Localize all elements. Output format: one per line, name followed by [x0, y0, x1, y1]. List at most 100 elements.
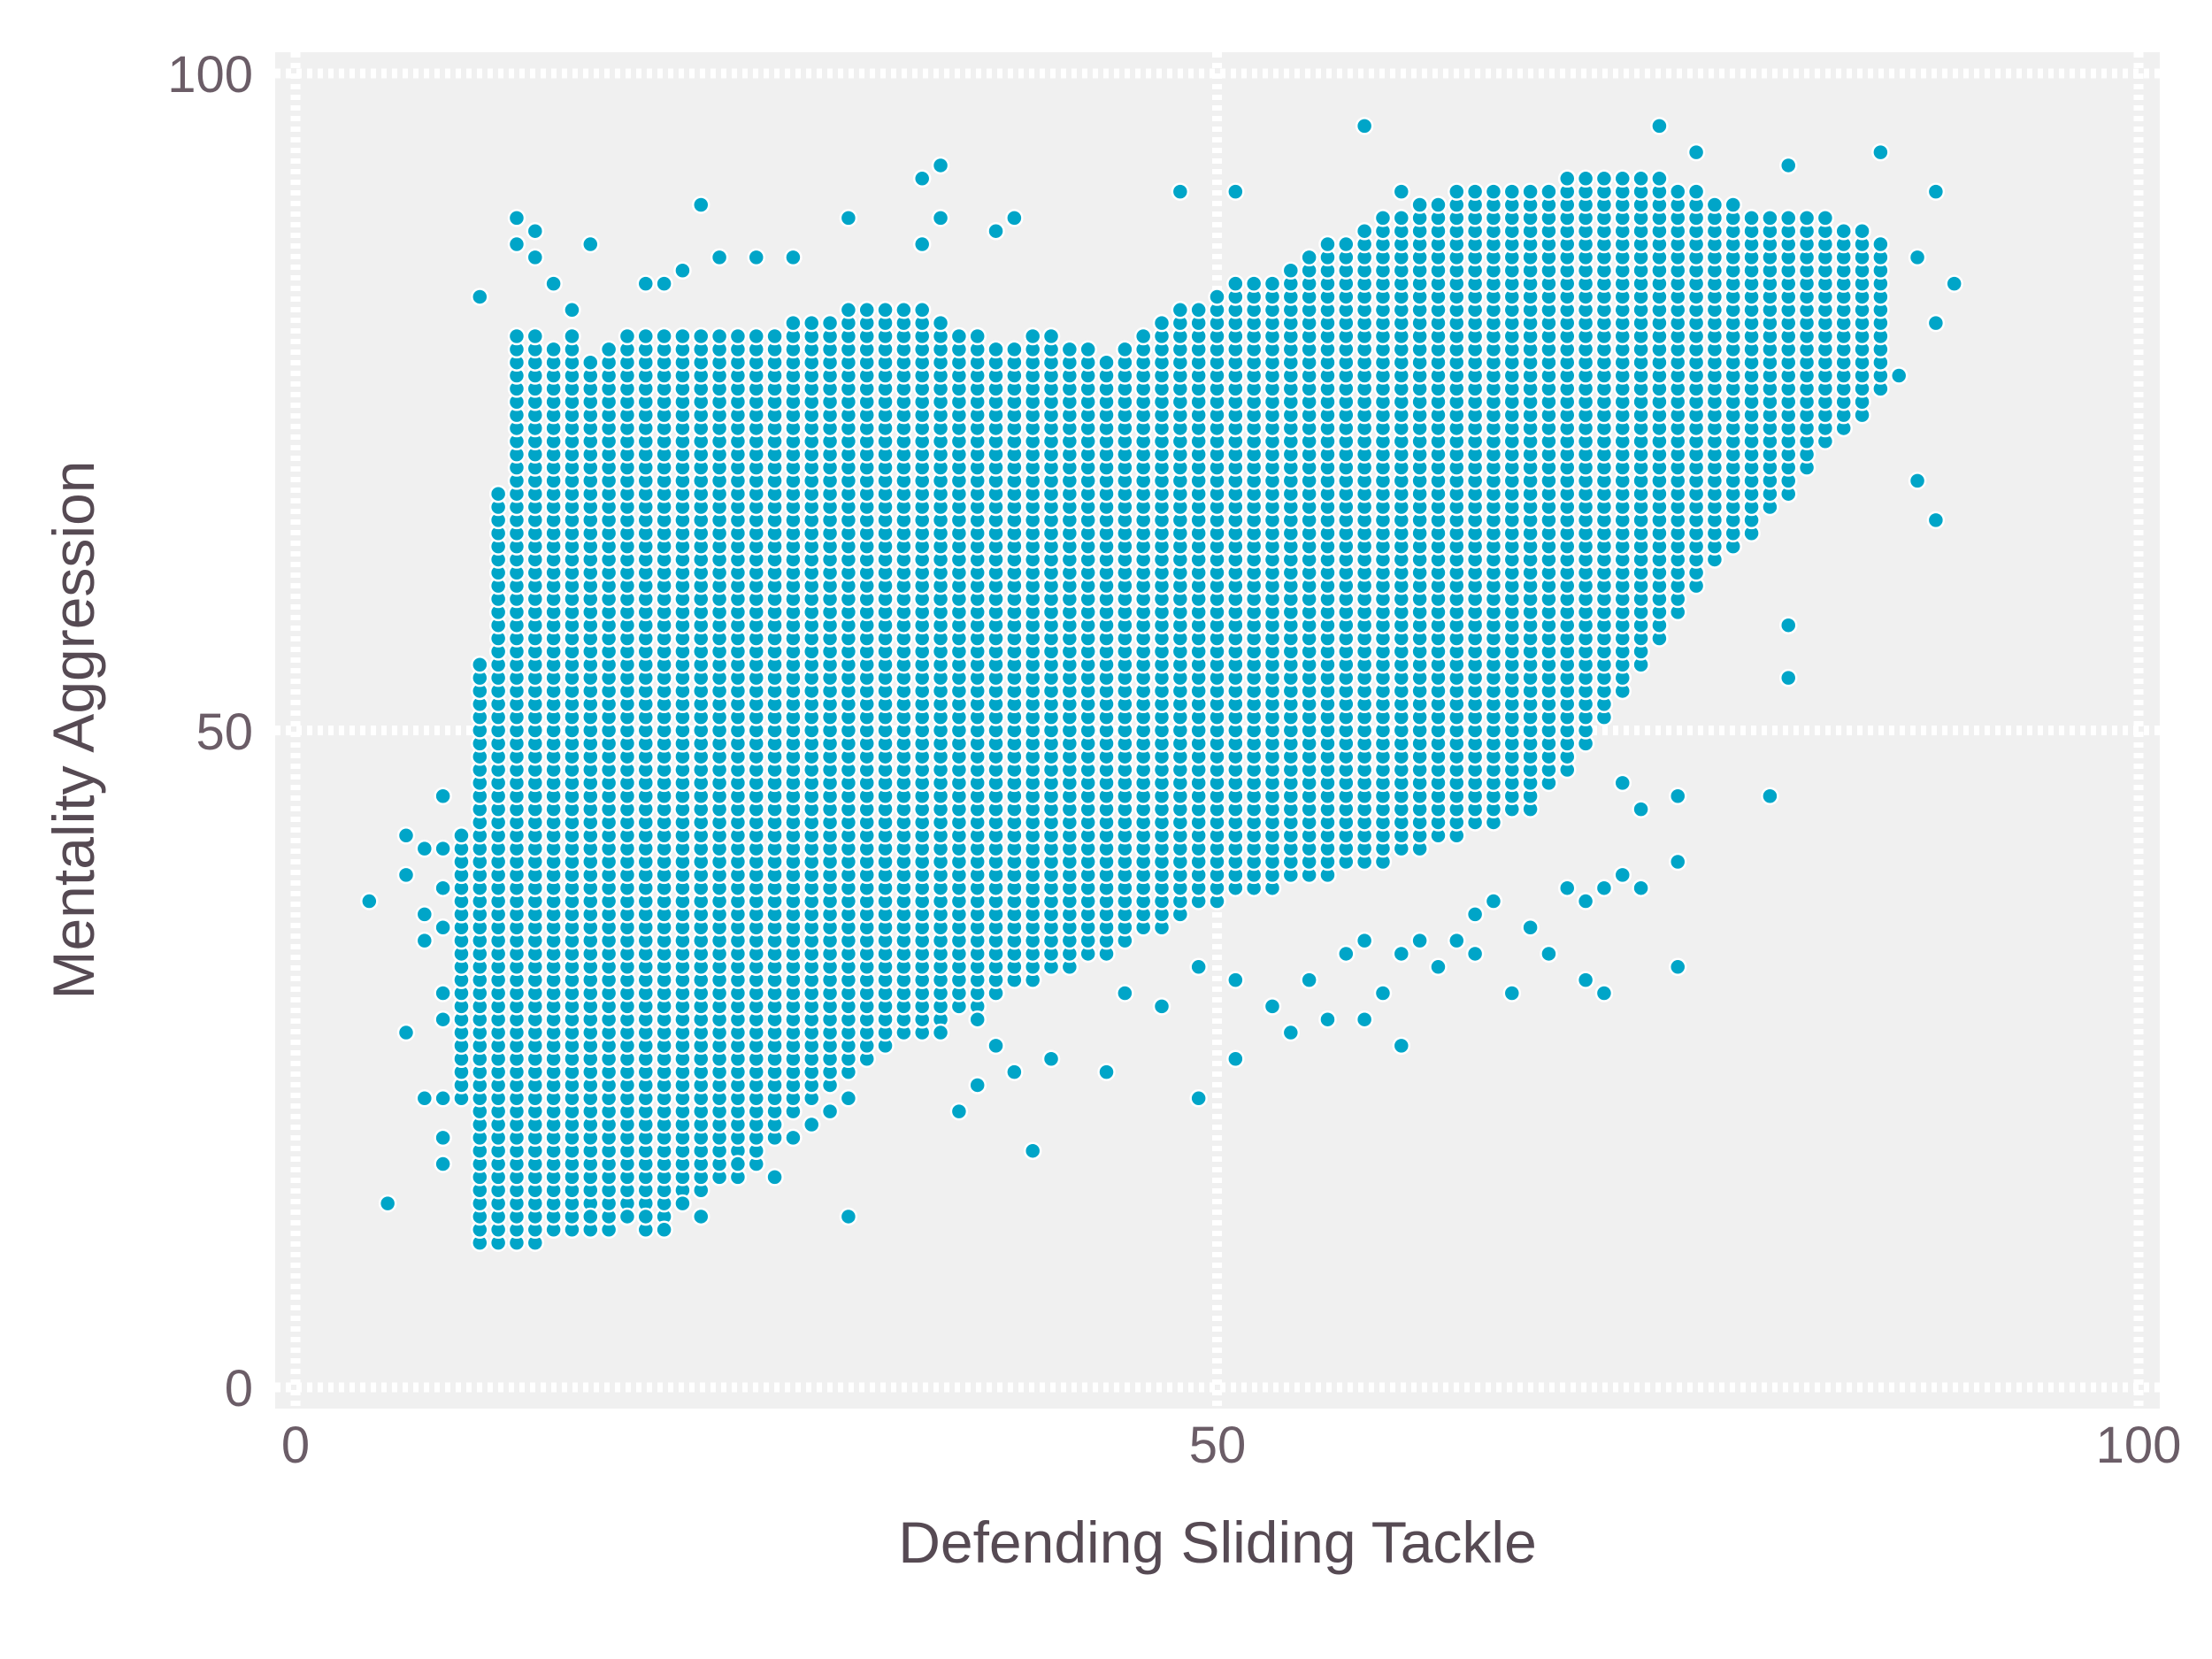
data-point: [1171, 301, 1190, 319]
data-point: [1613, 865, 1632, 885]
data-point: [1116, 340, 1134, 359]
data-point: [1761, 209, 1779, 227]
x-tick-label-50: 50: [1189, 1417, 1247, 1474]
data-point: [1281, 1023, 1301, 1042]
y-tick-label-50: 50: [196, 703, 253, 761]
data-point: [415, 905, 434, 924]
data-point: [1632, 800, 1650, 818]
data-point: [655, 1220, 673, 1240]
data-point: [1392, 944, 1411, 964]
data-point: [1171, 182, 1190, 201]
data-point: [544, 340, 563, 359]
data-point: [1189, 1089, 1208, 1108]
data-point: [396, 1023, 416, 1042]
data-point: [931, 1023, 950, 1042]
data-point: [1926, 182, 1946, 201]
data-point: [1079, 340, 1097, 359]
data-point: [1613, 773, 1632, 793]
data-point: [673, 261, 692, 280]
data-point: [1152, 313, 1171, 333]
data-point: [802, 313, 821, 333]
data-point: [1926, 511, 1946, 530]
x-tick-label-100: 100: [2096, 1417, 2182, 1474]
data-point: [968, 326, 987, 346]
data-point: [1778, 209, 1798, 227]
data-point: [1041, 1049, 1061, 1068]
data-point: [1392, 209, 1411, 227]
data-point: [1558, 169, 1577, 188]
data-point: [396, 865, 416, 885]
y-axis-title: Mentality Aggression: [41, 461, 106, 1000]
data-point: [784, 248, 803, 267]
data-point: [1060, 340, 1079, 359]
data-point: [488, 484, 508, 503]
data-point: [1023, 326, 1042, 346]
data-point: [434, 787, 452, 805]
data-point: [1945, 274, 1963, 293]
data-point: [1465, 905, 1485, 924]
data-point: [820, 1102, 840, 1121]
data-point: [1226, 182, 1245, 201]
data-point: [1540, 182, 1558, 201]
data-point: [1465, 182, 1485, 201]
data-point: [728, 1155, 748, 1173]
data-point: [415, 931, 434, 950]
data-point: [1558, 879, 1577, 897]
data-point: [1152, 997, 1171, 1016]
data-point: [1448, 931, 1466, 950]
data-point: [526, 248, 545, 267]
data-point: [1355, 931, 1374, 950]
data-point: [1041, 326, 1061, 346]
data-point: [673, 326, 692, 346]
data-point: [1429, 957, 1448, 977]
data-point: [1834, 221, 1853, 241]
data-point: [378, 1194, 397, 1213]
data-point: [1576, 971, 1595, 989]
data-point: [1244, 274, 1263, 293]
y-tick-label-0: 0: [225, 1360, 253, 1417]
data-point: [949, 326, 969, 346]
data-point: [1669, 852, 1687, 872]
data-point: [1484, 182, 1503, 201]
data-point: [1300, 971, 1318, 989]
data-point: [1097, 1063, 1116, 1081]
data-point: [1613, 169, 1632, 188]
data-point: [452, 826, 471, 845]
data-point: [1465, 944, 1485, 964]
data-point: [1373, 209, 1393, 227]
data-point: [581, 353, 600, 372]
data-point: [949, 1102, 969, 1121]
data-point: [747, 248, 765, 267]
data-point: [1742, 209, 1761, 227]
data-point: [360, 892, 379, 910]
data-point: [1005, 340, 1024, 359]
data-point: [1373, 984, 1393, 1002]
x-axis-title: Defending Sliding Tackle: [898, 1509, 1537, 1575]
data-point: [563, 326, 581, 346]
data-point: [1778, 156, 1798, 175]
y-tick-label-100: 100: [167, 46, 253, 104]
data-point: [1594, 169, 1614, 188]
data-point: [1632, 169, 1650, 188]
data-point: [692, 326, 710, 346]
data-point: [1023, 1141, 1042, 1160]
data-point: [507, 326, 526, 346]
data-point: [820, 313, 840, 333]
data-point: [636, 326, 656, 346]
data-point: [563, 301, 581, 319]
data-point: [1778, 668, 1798, 687]
data-point: [1926, 313, 1946, 333]
data-point: [1263, 274, 1282, 293]
data-point: [636, 274, 656, 293]
data-point: [1337, 234, 1356, 254]
data-point: [802, 1115, 821, 1134]
data-point: [1576, 169, 1595, 188]
data-point: [581, 234, 600, 254]
data-point: [1116, 984, 1134, 1002]
data-point: [1226, 1049, 1245, 1068]
data-point: [1594, 879, 1614, 897]
data-point: [1686, 182, 1706, 201]
data-point: [396, 826, 416, 845]
data-point: [1005, 1063, 1024, 1081]
data-point: [1540, 944, 1558, 964]
